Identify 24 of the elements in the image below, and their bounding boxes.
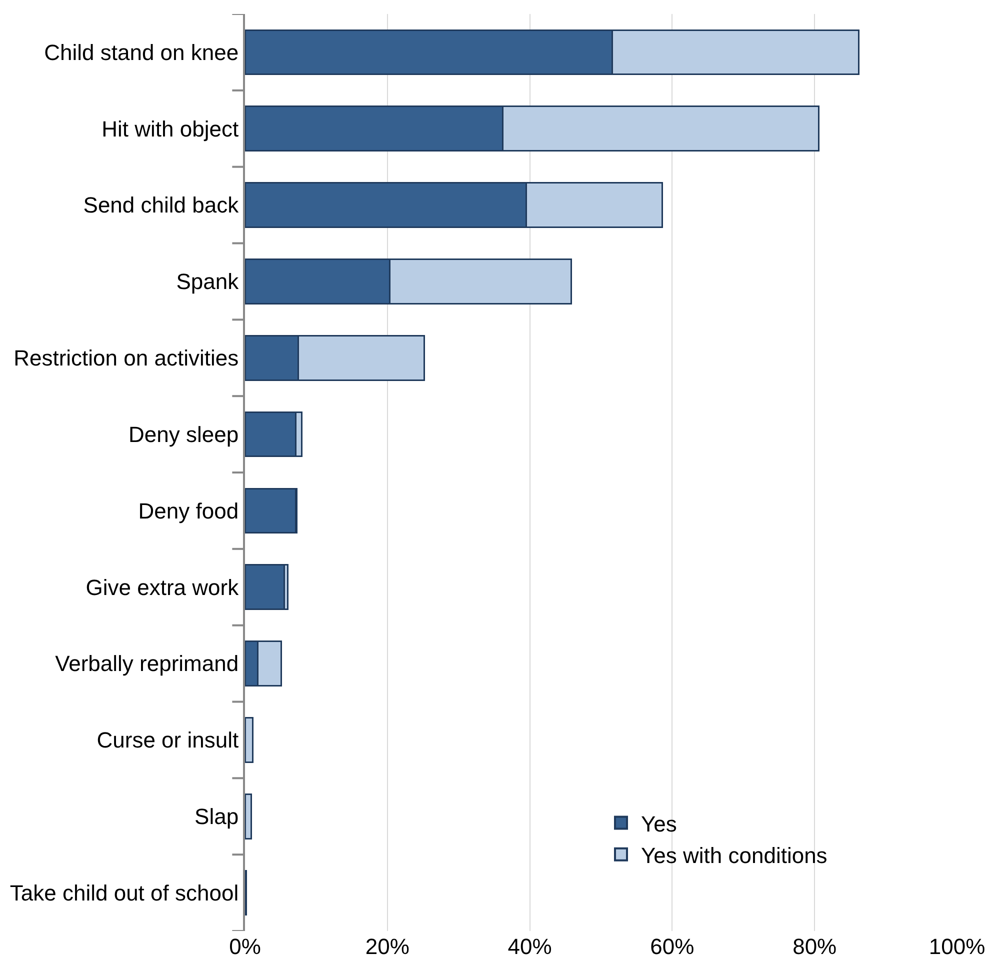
x-tick-label: 20% (365, 934, 410, 959)
y-tick-label: Deny food (138, 498, 239, 524)
y-tick-label: Take child out of school (10, 880, 239, 906)
y-tick-label: Slap (194, 804, 239, 830)
y-tick-label: Hit with object (102, 116, 239, 142)
legend-label: Yes with conditions (641, 842, 828, 868)
y-tick-label: Send child back (83, 192, 240, 218)
bar (245, 488, 296, 534)
y-tick-label: Give extra work (86, 574, 240, 600)
x-tick-label: 80% (792, 934, 837, 959)
y-tick-label: Restriction on activities (14, 346, 239, 371)
bar (245, 564, 285, 610)
bar (245, 793, 252, 840)
y-tick-label: Verbally reprimand (55, 651, 239, 676)
y-tick-label: Deny sleep (128, 422, 239, 447)
x-tick-label: 100% (928, 934, 986, 959)
x-tick-label: 60% (650, 934, 694, 959)
y-tick-label: Child stand on knee (44, 40, 239, 65)
legend-label: Yes (641, 811, 677, 836)
y-tick-label: Curse or insult (96, 728, 239, 753)
x-tick-label: 0% (229, 934, 261, 959)
bar (245, 717, 254, 763)
y-tick-label: Spank (176, 269, 240, 294)
x-tick-label: 40% (508, 934, 552, 959)
